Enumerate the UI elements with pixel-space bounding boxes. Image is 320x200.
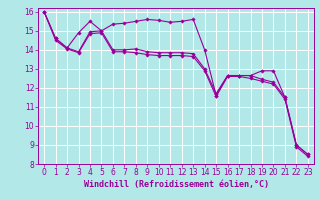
X-axis label: Windchill (Refroidissement éolien,°C): Windchill (Refroidissement éolien,°C): [84, 180, 268, 189]
